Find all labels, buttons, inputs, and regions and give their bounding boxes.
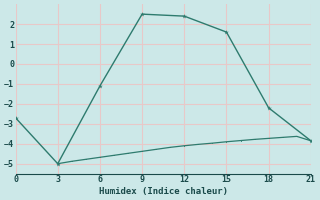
X-axis label: Humidex (Indice chaleur): Humidex (Indice chaleur) xyxy=(99,187,228,196)
